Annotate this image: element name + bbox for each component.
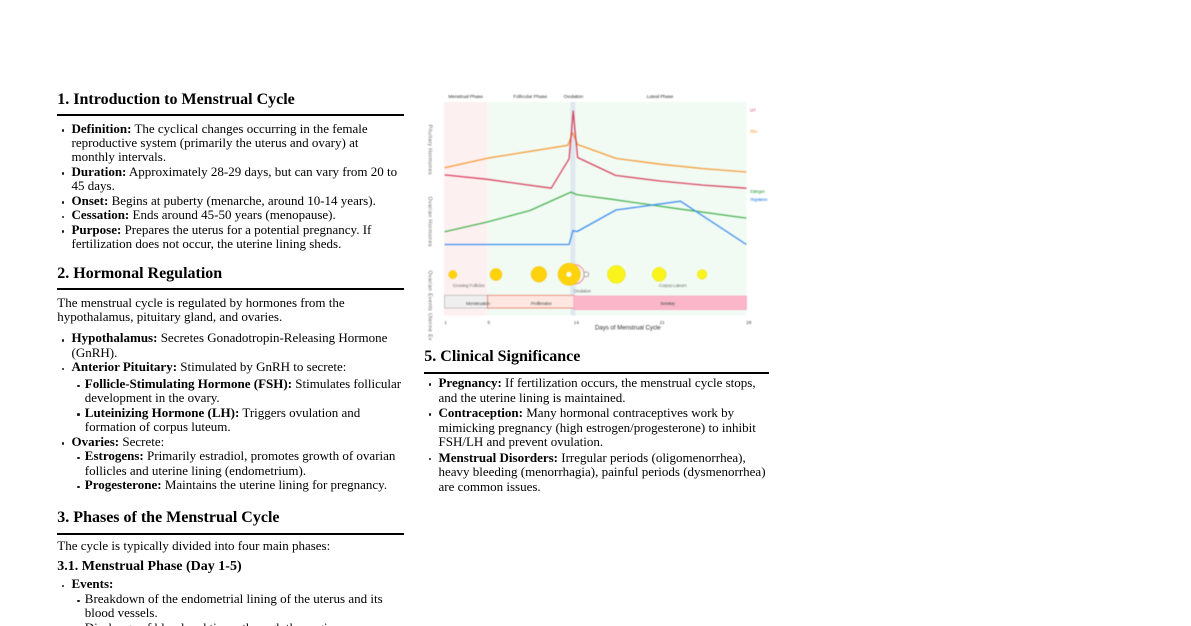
svg-text:Menstruation: Menstruation — [466, 301, 491, 306]
svg-text:28: 28 — [746, 320, 752, 325]
svg-text:Menstrual Phase: Menstrual Phase — [448, 94, 483, 100]
svg-text:Corpus Luteum: Corpus Luteum — [659, 283, 687, 288]
svg-text:Ovarian Events Uterine Ev: Ovarian Events Uterine Ev — [427, 271, 433, 341]
svg-text:Secretory: Secretory — [660, 301, 676, 306]
svg-text:Estrogen: Estrogen — [750, 189, 765, 194]
svg-text:Days of Menstrual Cycle: Days of Menstrual Cycle — [595, 325, 661, 332]
svg-text:Follicular Phase: Follicular Phase — [513, 94, 547, 100]
svg-text:Proliferative: Proliferative — [531, 301, 553, 306]
svg-text:Ovarian Hormones: Ovarian Hormones — [427, 197, 433, 247]
svg-text:LH: LH — [750, 108, 755, 113]
svg-text:5: 5 — [488, 320, 491, 325]
svg-text:14: 14 — [574, 320, 580, 325]
svg-text:Ovulation: Ovulation — [564, 94, 584, 100]
svg-text:Ovulation: Ovulation — [574, 288, 592, 293]
svg-text:Progesterone: Progesterone — [750, 197, 768, 202]
svg-text:Growing Follicles: Growing Follicles — [453, 283, 486, 288]
svg-text:Pituitary Hormones: Pituitary Hormones — [427, 125, 433, 175]
svg-text:21: 21 — [660, 320, 666, 325]
svg-text:Luteal Phase: Luteal Phase — [647, 94, 674, 100]
svg-text:1: 1 — [444, 320, 447, 325]
svg-text:FSH: FSH — [750, 129, 757, 134]
